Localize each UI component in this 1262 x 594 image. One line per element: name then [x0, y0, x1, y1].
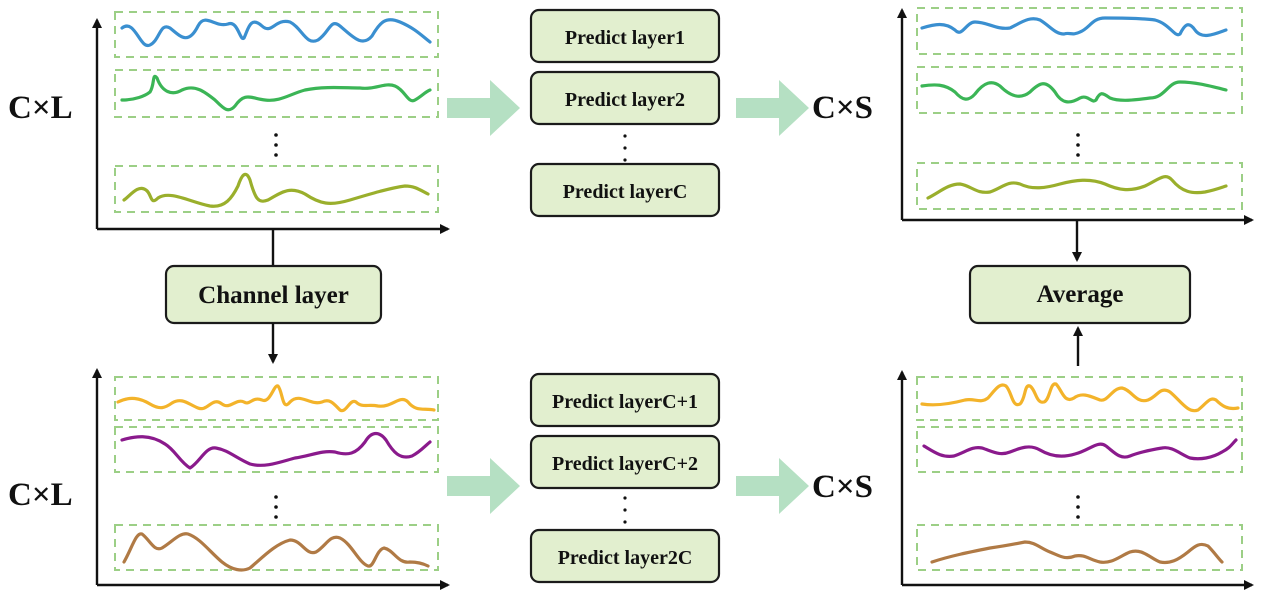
forecast-c-mixed-series — [930, 540, 1224, 565]
channel-2-frame — [916, 66, 1243, 114]
channel-c-series — [122, 172, 430, 208]
output-dims-label-bottom: C×S — [812, 469, 873, 505]
output-dims-label-top: C×S — [812, 90, 873, 126]
forecast-2-mixed-series — [922, 438, 1238, 461]
predict-layer-box: Predict layerC — [529, 162, 721, 218]
predict-layer-label: Predict layerC+2 — [552, 453, 698, 475]
predict-layer-box: Predict layer2 — [529, 70, 721, 126]
average-label: Average — [1037, 281, 1124, 308]
channel-c-frame — [916, 524, 1243, 571]
channel-c-mixed-series — [122, 532, 430, 572]
channel-layer-box: Channel layer — [164, 264, 383, 325]
channel-1-frame — [916, 7, 1243, 55]
average-box: Average — [968, 264, 1192, 325]
channel-1-frame — [114, 11, 439, 58]
channel-2-frame — [916, 426, 1243, 473]
channel-2-mixed-series — [120, 431, 432, 470]
input-plot-top — [92, 11, 450, 234]
channel-1-frame — [916, 376, 1243, 421]
predict-layer-box: Predict layerC+1 — [529, 372, 721, 428]
predict-layer-label: Predict layer1 — [565, 27, 685, 49]
forecast-1-mixed-series — [920, 382, 1240, 413]
channel-c-frame — [114, 524, 439, 571]
predict-layer-label: Predict layerC+1 — [552, 391, 698, 413]
channel-layer-label: Channel layer — [198, 282, 349, 309]
flow-arrow-out-top — [736, 80, 809, 136]
predict-layers-bottom: Predict layerC+1 Predict layerC+2 Predic… — [529, 372, 721, 584]
channel-1-series — [120, 18, 432, 47]
predict-layers-top: Predict layer1 Predict layer2 Predict la… — [529, 8, 721, 218]
output-plot-bottom — [897, 370, 1254, 590]
flow-arrow-in-bottom — [447, 458, 520, 514]
output-plot-top — [897, 7, 1254, 225]
flow-arrow-in-top — [447, 80, 520, 136]
predict-layer-label: Predict layer2C — [558, 547, 693, 569]
forecast-1-series — [920, 16, 1228, 38]
predict-layer-label: Predict layer2 — [565, 89, 685, 111]
channel-2-series — [120, 74, 432, 112]
predict-layer-label: Predict layerC — [563, 181, 688, 203]
channel-1-mixed-series — [116, 384, 436, 413]
input-plot-bottom — [92, 368, 450, 590]
channel-c-frame — [114, 165, 439, 213]
channel-c-frame — [916, 162, 1243, 210]
forecast-c-series — [926, 175, 1228, 200]
channel-2-frame — [114, 69, 439, 118]
channel-2-frame — [114, 426, 439, 473]
flow-arrow-out-bottom — [736, 458, 809, 514]
input-dims-label-bottom: C×L — [8, 477, 73, 513]
predict-layer-box: Predict layer1 — [529, 8, 721, 64]
predict-layer-box: Predict layerC+2 — [529, 434, 721, 490]
channel-1-frame — [114, 376, 439, 421]
forecast-2-series — [920, 80, 1228, 104]
input-dims-label-top: C×L — [8, 90, 73, 126]
predict-layer-box: Predict layer2C — [529, 528, 721, 584]
